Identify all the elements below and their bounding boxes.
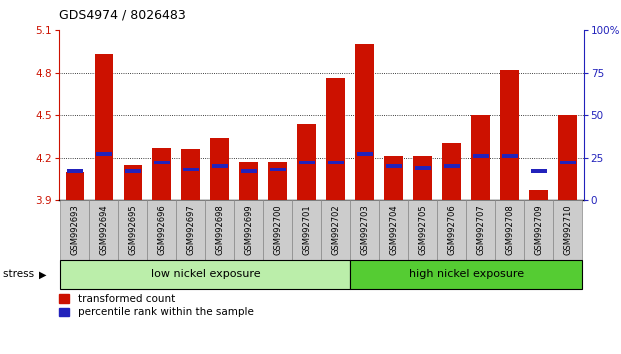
Bar bbox=[524, 200, 553, 260]
Bar bbox=[322, 200, 350, 260]
Bar bbox=[355, 44, 374, 200]
Bar bbox=[153, 148, 171, 200]
Bar bbox=[443, 164, 460, 168]
Bar bbox=[297, 124, 316, 200]
Bar bbox=[124, 165, 142, 200]
Bar bbox=[183, 167, 199, 171]
Text: GSM992698: GSM992698 bbox=[215, 205, 224, 256]
Text: GSM992707: GSM992707 bbox=[476, 205, 486, 256]
Text: GSM992695: GSM992695 bbox=[129, 205, 137, 256]
Bar bbox=[414, 156, 432, 200]
Bar bbox=[206, 200, 234, 260]
Bar bbox=[125, 169, 141, 173]
Text: GSM992703: GSM992703 bbox=[360, 205, 369, 256]
Bar bbox=[292, 200, 322, 260]
Text: GSM992697: GSM992697 bbox=[186, 205, 196, 256]
Text: GSM992705: GSM992705 bbox=[419, 205, 427, 256]
Bar bbox=[466, 200, 496, 260]
Bar bbox=[553, 200, 582, 260]
Text: GSM992710: GSM992710 bbox=[563, 205, 573, 256]
Bar bbox=[96, 152, 112, 156]
Bar bbox=[496, 200, 524, 260]
Bar bbox=[356, 152, 373, 156]
Bar bbox=[89, 200, 119, 260]
Bar bbox=[176, 200, 206, 260]
Bar bbox=[350, 200, 379, 260]
Bar bbox=[530, 169, 547, 173]
Bar bbox=[234, 200, 263, 260]
Bar bbox=[471, 115, 490, 200]
Bar bbox=[181, 149, 201, 200]
Text: GSM992701: GSM992701 bbox=[302, 205, 311, 256]
Bar bbox=[327, 78, 345, 200]
Bar bbox=[153, 161, 170, 165]
Text: GSM992708: GSM992708 bbox=[505, 205, 514, 256]
Text: low nickel exposure: low nickel exposure bbox=[150, 269, 260, 279]
Bar bbox=[473, 154, 489, 158]
Text: GSM992700: GSM992700 bbox=[273, 205, 283, 256]
Bar bbox=[268, 162, 288, 200]
Bar bbox=[147, 200, 176, 260]
Bar bbox=[529, 190, 548, 200]
Bar bbox=[66, 169, 83, 173]
Bar bbox=[384, 156, 403, 200]
Text: ▶: ▶ bbox=[39, 269, 47, 279]
Bar bbox=[501, 70, 519, 200]
Bar bbox=[379, 200, 409, 260]
Bar bbox=[409, 200, 437, 260]
Bar bbox=[240, 169, 257, 173]
Text: GSM992693: GSM992693 bbox=[70, 205, 79, 256]
Bar bbox=[212, 164, 228, 168]
Text: GDS4974 / 8026483: GDS4974 / 8026483 bbox=[59, 9, 186, 22]
Text: GSM992702: GSM992702 bbox=[332, 205, 340, 256]
Text: GSM992696: GSM992696 bbox=[157, 205, 166, 256]
Text: high nickel exposure: high nickel exposure bbox=[409, 269, 524, 279]
Bar bbox=[119, 200, 147, 260]
Bar bbox=[60, 260, 350, 289]
Bar bbox=[558, 115, 577, 200]
Bar bbox=[502, 154, 518, 158]
Text: GSM992699: GSM992699 bbox=[245, 205, 253, 256]
Bar bbox=[263, 200, 292, 260]
Text: GSM992704: GSM992704 bbox=[389, 205, 398, 256]
Text: GSM992694: GSM992694 bbox=[99, 205, 109, 256]
Text: GSM992706: GSM992706 bbox=[447, 205, 456, 256]
Bar bbox=[327, 161, 344, 165]
Bar bbox=[560, 161, 576, 165]
Legend: transformed count, percentile rank within the sample: transformed count, percentile rank withi… bbox=[59, 294, 253, 318]
Bar bbox=[94, 54, 114, 200]
Text: GSM992709: GSM992709 bbox=[534, 205, 543, 256]
Bar bbox=[299, 161, 315, 165]
Bar bbox=[211, 138, 229, 200]
Text: stress: stress bbox=[3, 269, 37, 279]
Bar bbox=[415, 166, 431, 170]
Bar bbox=[437, 200, 466, 260]
Bar bbox=[386, 164, 402, 168]
Bar bbox=[240, 162, 258, 200]
Bar bbox=[270, 167, 286, 171]
Bar bbox=[442, 143, 461, 200]
Bar bbox=[60, 200, 89, 260]
Bar bbox=[66, 172, 84, 200]
Bar bbox=[350, 260, 582, 289]
